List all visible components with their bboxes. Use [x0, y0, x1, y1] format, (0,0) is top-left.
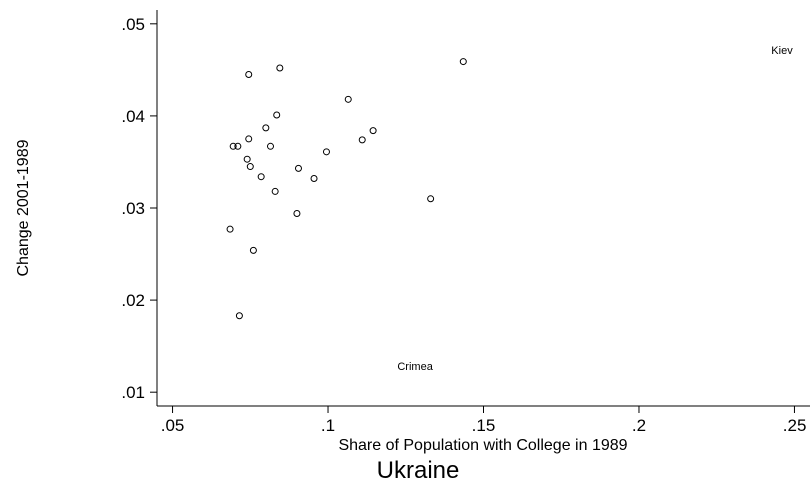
data-point: [369, 127, 377, 135]
point-labels-layer: Kiev Crimea: [397, 45, 793, 373]
y-tick-label: .03: [121, 199, 145, 218]
points-layer: [226, 58, 467, 320]
y-tick-label: .01: [121, 383, 145, 402]
data-point: [245, 135, 253, 143]
data-point: [344, 95, 352, 103]
x-tick-label: .05: [161, 416, 185, 435]
data-point: [229, 142, 237, 150]
data-point: [246, 163, 254, 171]
x-tick-label: .2: [632, 416, 646, 435]
data-point: [226, 225, 234, 233]
data-point: [310, 175, 318, 183]
chart-title: Ukraine: [377, 457, 460, 484]
y-tick-label: .04: [121, 107, 145, 126]
data-point: [358, 136, 366, 144]
data-point: [243, 155, 251, 163]
data-point: [257, 173, 265, 181]
point-label: Kiev: [771, 45, 793, 57]
x-axis-title: Share of Population with College in 1989: [338, 437, 627, 454]
x-tick-label: .25: [783, 416, 807, 435]
x-tick-label: .15: [472, 416, 496, 435]
y-axis-title: Change 2001-1989: [15, 139, 32, 276]
data-point: [271, 187, 279, 195]
data-point: [322, 148, 330, 156]
data-point: [245, 70, 253, 78]
data-point: [234, 142, 242, 150]
data-point: [273, 111, 281, 119]
data-point: [235, 312, 243, 320]
y-tick-label: .05: [121, 15, 145, 34]
data-point: [459, 58, 467, 66]
plot-area: .01 .02 .03 .04 .05 .05 .1 .15 .2 .25: [121, 10, 810, 435]
data-point: [294, 164, 302, 172]
x-tick-label: .1: [321, 416, 335, 435]
data-point: [293, 210, 301, 218]
point-label: Crimea: [397, 361, 433, 373]
data-point: [266, 142, 274, 150]
data-point: [249, 246, 257, 254]
data-point: [276, 64, 284, 72]
data-point: [262, 124, 270, 132]
data-point: [427, 195, 435, 203]
y-tick-label: .02: [121, 291, 145, 310]
